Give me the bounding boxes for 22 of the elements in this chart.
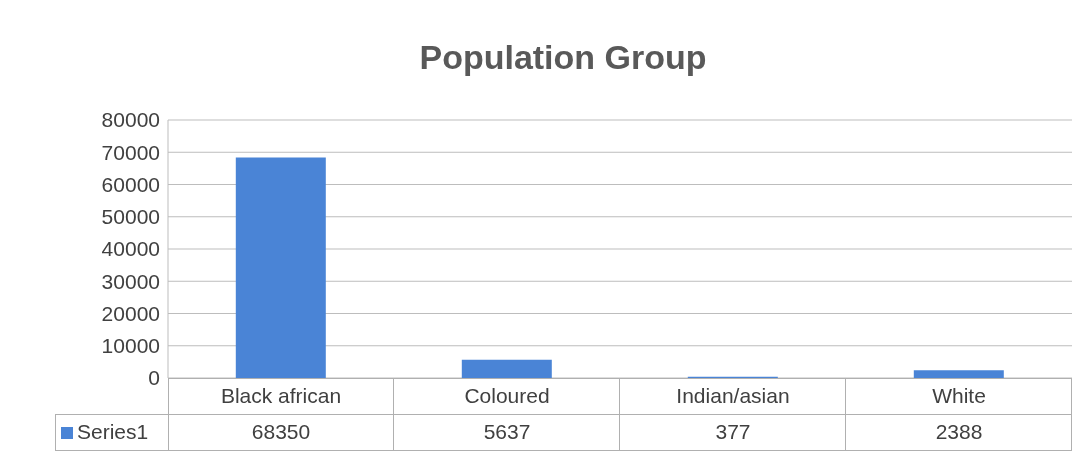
x-tick-label: Black african xyxy=(219,384,343,408)
bar xyxy=(235,157,326,378)
y-tick-label: 0 xyxy=(148,366,160,390)
y-tick-label: 80000 xyxy=(101,108,160,132)
chart-title: Population Group xyxy=(418,38,708,77)
x-tick-label: Coloured xyxy=(463,384,551,408)
data-label: 5637 xyxy=(482,420,532,444)
data-label: 2388 xyxy=(934,420,984,444)
legend-label: Series1 xyxy=(76,420,149,444)
bar xyxy=(461,359,552,378)
y-tick-label: 40000 xyxy=(101,237,160,261)
y-tick-label: 10000 xyxy=(101,334,160,358)
x-tick-label: White xyxy=(931,384,987,408)
y-tick-label: 20000 xyxy=(101,301,160,325)
data-label: 68350 xyxy=(250,420,312,444)
data-label: 377 xyxy=(714,420,752,444)
y-tick-label: 60000 xyxy=(101,172,160,196)
bar xyxy=(913,370,1004,378)
x-tick-label: Indian/asian xyxy=(675,384,791,408)
y-tick-label: 70000 xyxy=(101,140,160,164)
y-tick-label: 50000 xyxy=(101,205,160,229)
y-tick-label: 30000 xyxy=(101,269,160,293)
